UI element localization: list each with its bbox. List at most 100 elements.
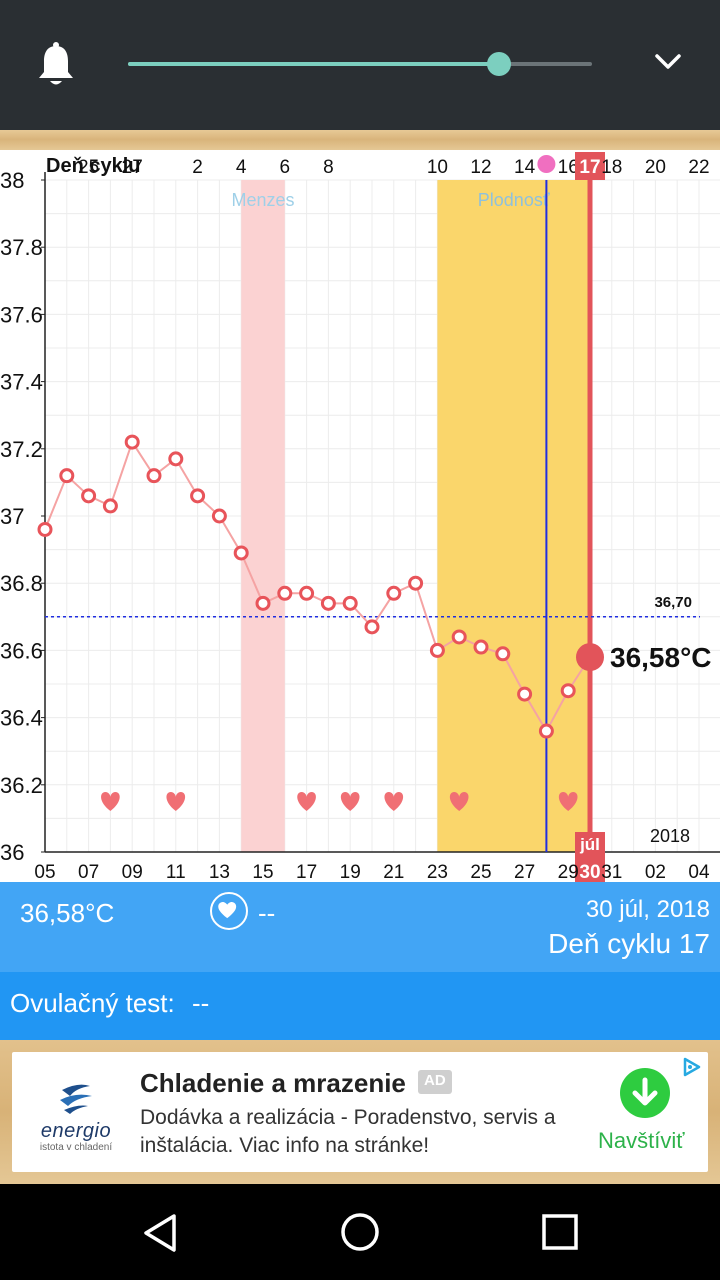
intercourse-heart: [101, 792, 120, 811]
temperature-chart[interactable]: Menzes Plodnosť 38 37.8 37.6 37.4 37.2 37 36.8 36…: [0, 150, 720, 882]
temperature-point: [429, 642, 445, 658]
ad-visit-button[interactable]: Navštíviť: [598, 1128, 685, 1153]
back-triangle-icon[interactable]: [140, 1212, 182, 1254]
temperature-point: [59, 468, 75, 484]
temperature-point: [386, 585, 402, 601]
cycle-day-tick-label: 6: [280, 157, 291, 178]
x-date-tick-label: 23: [427, 862, 448, 882]
y-tick-label: 37.4: [0, 370, 43, 395]
temperature-point: [146, 468, 162, 484]
ad-logo-subtitle: istota v chladení: [39, 1142, 113, 1153]
selected-temperature: 36,58°C: [20, 898, 115, 928]
cycle-day-tick-label: 17: [579, 157, 600, 178]
temperature-point: [277, 585, 293, 601]
y-tick-label: 38: [0, 168, 24, 193]
y-tick-label: 37: [0, 504, 24, 529]
x-date-tick-label: 07: [78, 862, 99, 882]
ad-title[interactable]: Chladenie a mrazenie: [140, 1068, 406, 1098]
chevron-down-icon[interactable]: [652, 48, 684, 76]
band-label: Menzes: [231, 190, 294, 210]
temperature-point: [190, 488, 206, 504]
intercourse-heart: [558, 792, 578, 811]
temperature-point: [408, 575, 424, 591]
y-tick-label: 37.8: [0, 235, 43, 260]
cycle-day-tick-label: 20: [645, 157, 666, 178]
y-tick-label: 36.6: [0, 638, 43, 663]
y-tick-label: 36.4: [0, 706, 43, 731]
band-menses: [241, 180, 285, 852]
heart-icon[interactable]: [210, 892, 248, 930]
x-date-tick-label: 09: [122, 862, 143, 882]
x-date-tick-label: 31: [601, 862, 622, 882]
intercourse-heart: [449, 792, 469, 811]
recents-square-icon[interactable]: [542, 1214, 578, 1250]
selected-date-marker: [575, 832, 605, 882]
download-icon[interactable]: [620, 1068, 670, 1118]
cycle-day-tick-label: 12: [470, 157, 491, 178]
cycle-day-tick-label: 10: [427, 157, 448, 178]
cycle-slider-track[interactable]: [128, 62, 592, 66]
adchoices-icon[interactable]: [678, 1054, 706, 1080]
temperature-point: [495, 646, 511, 662]
ovulation-marker: [537, 155, 556, 173]
cycle-day-tick-label: 14: [514, 157, 536, 178]
x-date-tick-label: 29: [558, 862, 579, 882]
temperature-point: [538, 723, 554, 739]
band-fertile: [437, 180, 590, 852]
temperature-point: [560, 683, 576, 699]
info-bar: 36,58°C -- 30 júl, 2018 Deň cyklu 17: [0, 882, 720, 972]
selected-cycle-day-marker: [575, 152, 605, 180]
temperature-point: [168, 451, 184, 467]
ad-banner[interactable]: energio istota v chladení Chladenie a mr…: [12, 1052, 708, 1172]
cycle-slider-thumb[interactable]: [487, 52, 512, 76]
intercourse-heart: [384, 792, 404, 811]
ovulation-test-bar[interactable]: Ovulačný test: --: [0, 972, 720, 1040]
x-date-tick-label: 19: [340, 862, 361, 882]
x-date-tick-label: 04: [688, 862, 710, 882]
x-date-tick-label: 11: [166, 862, 186, 882]
top-bar: [0, 0, 720, 130]
temperature-point: [37, 521, 53, 537]
x-date-tick-label: 02: [645, 862, 666, 882]
intercourse-heart: [166, 792, 186, 811]
y-tick-label: 36: [0, 840, 24, 865]
cycle-day-tick-label: 25: [78, 157, 99, 178]
cycle-day-tick-label: 18: [601, 157, 622, 178]
cycle-slider-fill: [128, 62, 500, 66]
selected-temperature-point: [576, 643, 604, 672]
ovulation-test-value: --: [192, 988, 210, 1018]
temperature-point: [517, 686, 533, 702]
intercourse-heart: [340, 792, 360, 811]
year-label: 2018: [650, 826, 690, 846]
ad-container: energio istota v chladení Chladenie a mr…: [0, 1040, 720, 1184]
x-date-tick-label: 13: [209, 862, 230, 882]
band-label: Plodnosť: [478, 190, 550, 210]
intercourse-value: --: [258, 898, 276, 928]
x-date-tick-label: 05: [34, 862, 55, 882]
selected-value-label: 36,58°C: [610, 642, 712, 673]
chart-svg: Menzes Plodnosť 38 37.8 37.6 37.4 37.2 37 36.8 36…: [0, 152, 720, 882]
y-tick-label: 36.8: [0, 571, 43, 596]
x-date-tick-label: 25: [470, 862, 491, 882]
home-circle-icon[interactable]: [340, 1212, 380, 1252]
temperature-point: [124, 434, 140, 450]
selected-month-label: júl: [579, 835, 600, 854]
intercourse-heart: [297, 792, 316, 811]
cycle-day-header: Deň cyklu: [46, 155, 140, 177]
ad-logo-text: energio: [40, 1120, 112, 1142]
system-nav-bar: [0, 1184, 720, 1280]
cycle-day-tick-label: 4: [236, 157, 247, 178]
y-tick-label: 37.2: [0, 437, 43, 462]
temperature-point: [81, 488, 97, 504]
temperature-point: [342, 595, 358, 611]
cycle-day-tick-label: 2: [192, 157, 203, 178]
coverline-label: 36,70: [654, 594, 692, 611]
x-date-tick-label: 17: [296, 862, 317, 882]
temperature-point: [211, 508, 227, 524]
y-tick-label: 36.2: [0, 773, 43, 798]
bell-icon[interactable]: [36, 42, 76, 88]
cycle-day-tick-label: 8: [323, 157, 334, 178]
x-date-tick-label: 27: [514, 862, 535, 882]
y-tick-label: 37.6: [0, 302, 43, 327]
ovulation-test-label: Ovulačný test:: [10, 988, 175, 1018]
